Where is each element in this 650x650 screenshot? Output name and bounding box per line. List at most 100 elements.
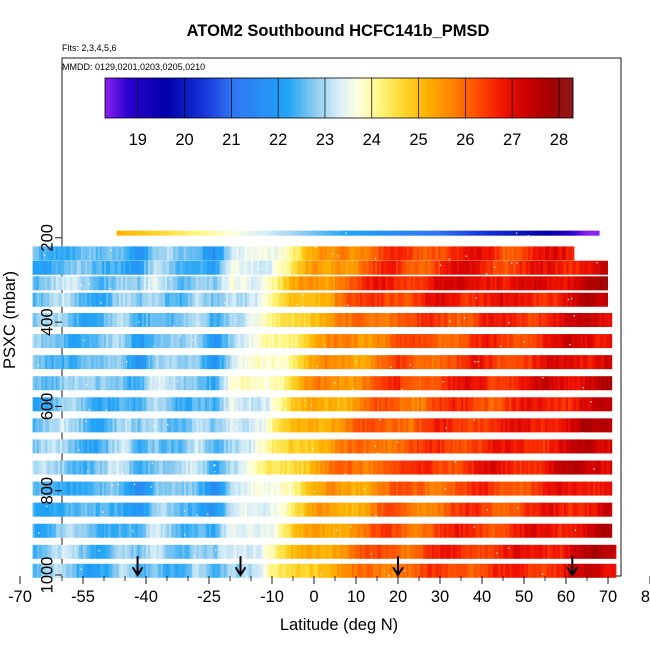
heatmap-cell <box>351 312 355 327</box>
heatmap-cell <box>404 502 407 517</box>
heatmap-cell <box>299 246 302 261</box>
heatmap-cell <box>326 292 330 307</box>
heatmap-cell <box>337 312 340 327</box>
heatmap-cell <box>179 523 183 538</box>
heatmap-cell <box>211 230 214 236</box>
heatmap-cell <box>62 355 65 370</box>
heatmap-cell <box>578 397 582 412</box>
heatmap-cell <box>43 276 46 291</box>
heatmap-cell <box>526 292 529 307</box>
missing-sample-speck <box>475 297 478 299</box>
missing-sample-speck <box>223 302 226 304</box>
heatmap-cell <box>55 460 59 475</box>
heatmap-cell <box>582 418 586 433</box>
heatmap-cell <box>175 230 178 236</box>
heatmap-cell <box>55 334 59 349</box>
heatmap-cell <box>492 563 495 578</box>
heatmap-cell <box>448 276 451 291</box>
heatmap-cell <box>141 418 145 433</box>
heatmap-cell <box>276 439 279 454</box>
heatmap-cell <box>59 376 63 391</box>
heatmap-cell <box>309 355 313 370</box>
heatmap-cell <box>356 376 359 391</box>
heatmap-cell <box>135 418 138 433</box>
heatmap-cell <box>68 544 71 559</box>
heatmap-cell <box>528 312 531 327</box>
heatmap-cell <box>461 481 464 496</box>
heatmap-cell <box>391 276 395 291</box>
heatmap-cell <box>135 246 138 261</box>
heatmap-cell <box>91 334 94 349</box>
heatmap-cell <box>316 246 319 261</box>
heatmap-cell <box>255 312 258 327</box>
heatmap-cell <box>167 312 170 327</box>
heatmap-cell <box>370 376 374 391</box>
heatmap-cell <box>314 376 317 391</box>
heatmap-cell <box>477 523 481 538</box>
heatmap-cell <box>389 312 393 327</box>
heatmap-cell <box>255 246 258 261</box>
heatmap-cell <box>547 544 550 559</box>
heatmap-cell <box>406 276 409 291</box>
heatmap-cell <box>261 544 264 559</box>
heatmap-cell <box>290 276 294 291</box>
heatmap-cell <box>89 439 92 454</box>
heatmap-cell <box>404 460 407 475</box>
heatmap-cell <box>213 230 216 236</box>
heatmap-cell <box>519 460 523 475</box>
heatmap-cell <box>68 481 71 496</box>
heatmap-cell <box>509 260 512 275</box>
heatmap-cell <box>43 292 46 307</box>
heatmap-cell <box>227 230 231 236</box>
heatmap-cell <box>156 563 159 578</box>
heatmap-cell <box>137 276 141 291</box>
heatmap-cell <box>568 502 571 517</box>
heatmap-cell <box>272 460 275 475</box>
heatmap-cell <box>345 260 348 275</box>
heatmap-cell <box>395 276 399 291</box>
heatmap-cell <box>574 418 577 433</box>
heatmap-cell <box>32 260 36 275</box>
heatmap-cell <box>70 246 73 261</box>
heatmap-cell <box>534 292 537 307</box>
heatmap-cell <box>51 523 54 538</box>
heatmap-cell <box>387 334 390 349</box>
heatmap-cell <box>408 376 411 391</box>
heatmap-cell <box>322 563 325 578</box>
heatmap-cell <box>261 260 264 275</box>
heatmap-cell <box>580 276 584 291</box>
heatmap-cell <box>416 334 420 349</box>
heatmap-cell <box>104 418 107 433</box>
heatmap-cell <box>368 376 372 391</box>
heatmap-cell <box>85 376 88 391</box>
heatmap-cell <box>274 230 277 236</box>
heatmap-cell <box>603 460 607 475</box>
heatmap-cell <box>177 355 180 370</box>
heatmap-cell <box>295 460 298 475</box>
heatmap-cell <box>284 523 288 538</box>
heatmap-cell <box>511 418 514 433</box>
heatmap-cell <box>162 312 166 327</box>
heatmap-cell <box>608 376 611 391</box>
heatmap-cell <box>236 502 239 517</box>
heatmap-cell <box>332 355 336 370</box>
heatmap-cell <box>196 292 199 307</box>
heatmap-cell <box>328 230 332 236</box>
heatmap-cell <box>599 418 603 433</box>
heatmap-cell <box>347 418 351 433</box>
heatmap-cell <box>301 246 304 261</box>
heatmap-cell <box>547 230 550 236</box>
missing-sample-speck <box>376 452 379 454</box>
heatmap-cell <box>108 439 111 454</box>
heatmap-cell <box>91 397 94 412</box>
heatmap-cell <box>139 312 143 327</box>
heatmap-cell <box>416 276 420 291</box>
heatmap-cell <box>305 312 309 327</box>
heatmap-cell <box>473 376 477 391</box>
heatmap-cell <box>179 312 183 327</box>
heatmap-cell <box>486 312 489 327</box>
heatmap-cell <box>232 334 235 349</box>
heatmap-cell <box>542 376 546 391</box>
heatmap-cell <box>490 276 493 291</box>
heatmap-cell <box>74 334 78 349</box>
